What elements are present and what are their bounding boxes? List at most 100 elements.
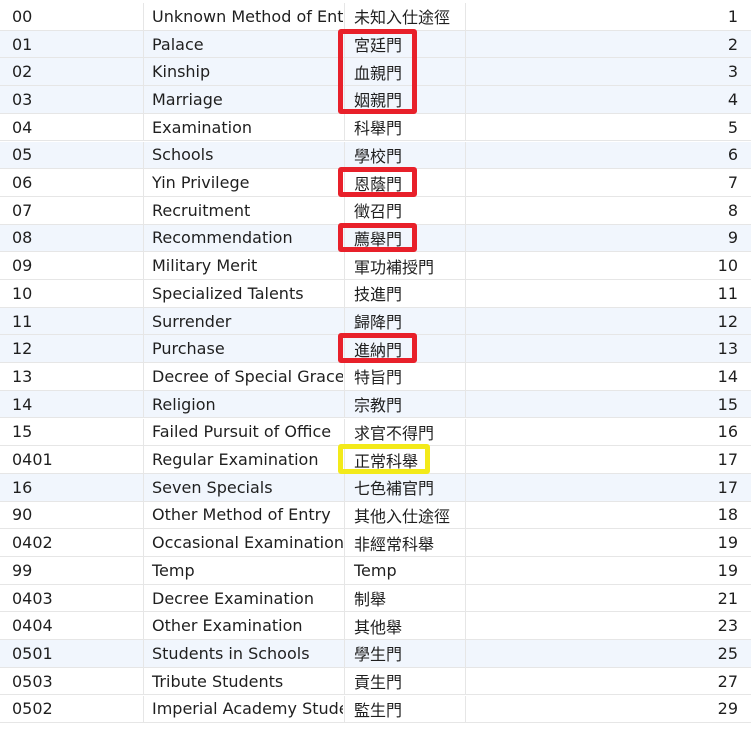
chinese-name-cell: 科舉門: [344, 113, 464, 141]
code-cell: 0404: [12, 616, 53, 636]
table-row[interactable]: 14 Religion 宗教門 15: [0, 390, 751, 419]
chinese-name-cell: 未知入仕途徑: [344, 3, 464, 30]
english-name-cell: Students in Schools: [143, 640, 343, 667]
table-row[interactable]: 11 Surrender 歸降門 12: [0, 307, 751, 336]
table-row[interactable]: 0403 Decree Examination 制舉 21: [0, 584, 751, 613]
english-name-cell: Imperial Academy Stude: [143, 695, 343, 723]
chinese-name-cell: 歸降門: [344, 307, 464, 335]
chinese-name-cell: 監生門: [344, 695, 464, 723]
count-cell: 4: [465, 86, 738, 113]
count-cell: 7: [465, 169, 738, 196]
english-name-cell: Specialized Talents: [143, 280, 343, 307]
count-cell: 21: [465, 584, 738, 612]
count-cell: 13: [465, 335, 738, 363]
chinese-name-cell: 血親門: [344, 58, 464, 86]
table-row[interactable]: 16 Seven Specials 七色補官門 17: [0, 473, 751, 502]
table-row[interactable]: 01 Palace 宮廷門 2: [0, 30, 751, 59]
count-cell: 23: [465, 612, 738, 640]
count-cell: 25: [465, 640, 738, 667]
english-name-cell: Recommendation: [143, 224, 343, 252]
english-name-cell: Kinship: [143, 58, 343, 86]
table-row[interactable]: 0503 Tribute Students 貢生門 27: [0, 667, 751, 696]
code-cell: 01: [12, 34, 33, 54]
english-name-cell: Recruitment: [143, 196, 343, 224]
code-cell: 08: [12, 228, 33, 248]
english-name-cell: Seven Specials: [143, 473, 343, 501]
english-name-cell: Unknown Method of Ent: [143, 3, 343, 30]
english-name-cell: Religion: [143, 390, 343, 418]
table-row[interactable]: 0501 Students in Schools 學生門 25: [0, 640, 751, 668]
table-row[interactable]: 07 Recruitment 徵召門 8: [0, 196, 751, 225]
code-cell: 0402: [12, 533, 53, 553]
code-cell: 07: [12, 200, 33, 220]
count-cell: 14: [465, 363, 738, 390]
table-row[interactable]: 06 Yin Privilege 恩蔭門 7: [0, 169, 751, 197]
code-cell: 00: [12, 6, 33, 26]
count-cell: 12: [465, 307, 738, 335]
table-row[interactable]: 02 Kinship 血親門 3: [0, 58, 751, 87]
chinese-name-cell: 恩蔭門: [344, 169, 464, 196]
chinese-name-cell: 非經常科舉: [344, 529, 464, 556]
chinese-name-cell: 技進門: [344, 280, 464, 307]
chinese-name-cell: Temp: [344, 557, 464, 584]
english-name-cell: Decree of Special Grace: [143, 363, 343, 390]
code-cell: 0401: [12, 450, 53, 470]
table-row[interactable]: 05 Schools 學校門 6: [0, 141, 751, 170]
table-row[interactable]: 12 Purchase 進納門 13: [0, 335, 751, 364]
english-name-cell: Surrender: [143, 307, 343, 335]
english-name-cell: Tribute Students: [143, 667, 343, 695]
table-row[interactable]: 0502 Imperial Academy Stude 監生門 29: [0, 695, 751, 724]
code-cell: 16: [12, 477, 33, 497]
count-cell: 11: [465, 280, 738, 307]
english-name-cell: Examination: [143, 113, 343, 141]
count-cell: 29: [465, 695, 738, 723]
english-name-cell: Palace: [143, 30, 343, 58]
code-cell: 90: [12, 505, 33, 525]
chinese-name-cell: 姻親門: [344, 86, 464, 113]
code-cell: 99: [12, 560, 33, 580]
english-name-cell: Failed Pursuit of Office: [143, 418, 343, 446]
code-cell: 09: [12, 256, 33, 276]
table-row[interactable]: 0404 Other Examination 其他舉 23: [0, 612, 751, 641]
chinese-name-cell: 宗教門: [344, 390, 464, 418]
chinese-name-cell: 薦舉門: [344, 224, 464, 252]
chinese-name-cell: 進納門: [344, 335, 464, 363]
count-cell: 17: [465, 473, 738, 501]
table-row[interactable]: 99 Temp Temp 19: [0, 557, 751, 585]
code-cell: 06: [12, 173, 33, 193]
table-row[interactable]: 0401 Regular Examination 正常科舉 17: [0, 446, 751, 474]
english-name-cell: Other Examination: [143, 612, 343, 640]
english-name-cell: Temp: [143, 557, 343, 584]
table-row[interactable]: 04 Examination 科舉門 5: [0, 113, 751, 142]
table-row[interactable]: 00 Unknown Method of Ent 未知入仕途徑 1: [0, 3, 751, 31]
chinese-name-cell: 宮廷門: [344, 30, 464, 58]
code-cell: 14: [12, 394, 33, 414]
chinese-name-cell: 學生門: [344, 640, 464, 667]
count-cell: 15: [465, 390, 738, 418]
english-name-cell: Marriage: [143, 86, 343, 113]
count-cell: 16: [465, 418, 738, 446]
table-row[interactable]: 0402 Occasional Examination 非經常科舉 19: [0, 529, 751, 557]
english-name-cell: Regular Examination: [143, 446, 343, 473]
code-cell: 0503: [12, 671, 53, 691]
table-row[interactable]: 90 Other Method of Entry 其他入仕途徑 18: [0, 501, 751, 530]
table-row[interactable]: 13 Decree of Special Grace 特旨門 14: [0, 363, 751, 391]
english-name-cell: Occasional Examination: [143, 529, 343, 556]
count-cell: 2: [465, 30, 738, 58]
english-name-cell: Schools: [143, 141, 343, 169]
count-cell: 3: [465, 58, 738, 86]
table-row[interactable]: 09 Military Merit 軍功補授門 10: [0, 252, 751, 280]
table-row[interactable]: 08 Recommendation 薦舉門 9: [0, 224, 751, 253]
count-cell: 6: [465, 141, 738, 169]
table-row[interactable]: 10 Specialized Talents 技進門 11: [0, 280, 751, 308]
chinese-name-cell: 制舉: [344, 584, 464, 612]
code-cell: 15: [12, 422, 33, 442]
code-cell: 12: [12, 339, 33, 359]
english-name-cell: Purchase: [143, 335, 343, 363]
chinese-name-cell: 貢生門: [344, 667, 464, 695]
code-cell: 10: [12, 283, 33, 303]
table-row[interactable]: 15 Failed Pursuit of Office 求官不得門 16: [0, 418, 751, 447]
table-row[interactable]: 03 Marriage 姻親門 4: [0, 86, 751, 114]
count-cell: 8: [465, 196, 738, 224]
count-cell: 19: [465, 529, 738, 556]
